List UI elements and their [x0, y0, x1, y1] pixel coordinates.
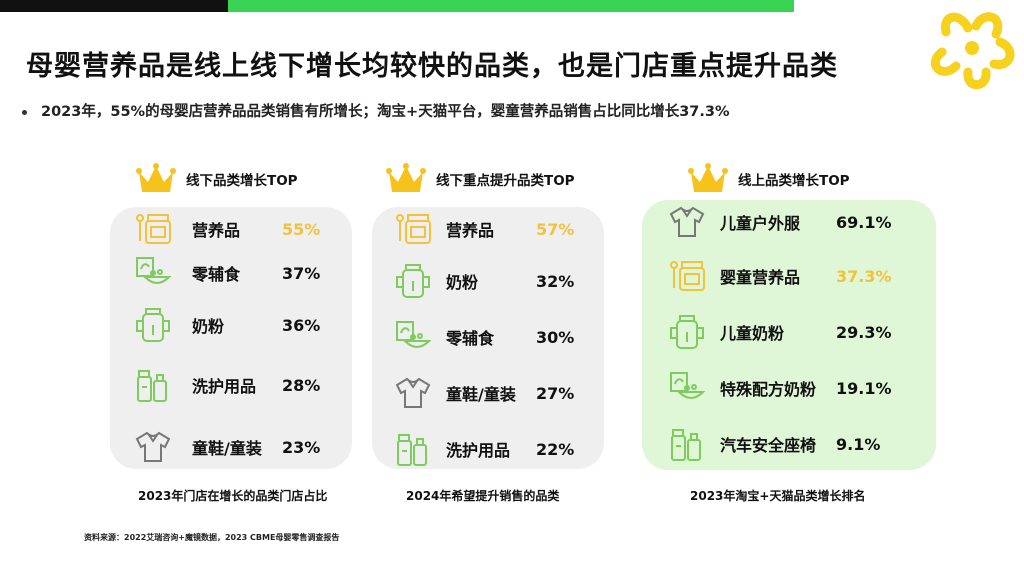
row-name: 奶粉 — [192, 317, 225, 336]
offline-focus-card: 营养品 57% 奶粉 32% 零辅食 30% 童鞋/童装 27% 洗护用品 22… — [372, 207, 604, 469]
card-1-caption: 2023年门店在增长的品类门店占比 — [138, 489, 328, 503]
wash-bottles-icon — [130, 365, 176, 405]
milk-bottle-icon — [130, 305, 176, 345]
row-name: 童鞋/童装 — [192, 439, 262, 458]
list-item: 零辅食 30% — [372, 315, 604, 359]
row-name: 营养品 — [446, 221, 495, 240]
top-accent-bar-black — [0, 0, 228, 12]
crown-icon — [136, 163, 176, 192]
card-3-header: 线上品类增长TOP — [688, 162, 850, 196]
list-item: 汽车安全座椅 9.1% — [642, 422, 936, 466]
top-accent-bar-green — [228, 0, 794, 12]
row-value: 57% — [536, 219, 575, 239]
kids-shirt-icon — [130, 427, 176, 467]
list-item: 营养品 57% — [372, 207, 604, 251]
list-item: 儿童户外服 69.1% — [642, 200, 936, 244]
list-item: 营养品 55% — [110, 207, 352, 251]
list-item: 奶粉 36% — [110, 303, 352, 347]
row-name: 儿童奶粉 — [720, 324, 785, 343]
milk-bottle-icon — [390, 261, 436, 301]
summary-bullet: 2023年，55%的母婴店营养品品类销售有所增长；淘宝+天猫平台，婴童营养品销售… — [22, 100, 730, 121]
source-note: 资料来源：2022艾瑞咨询+魔镜数据，2023 CBME母婴零售调查报告 — [84, 533, 340, 542]
wash-bottles-icon — [390, 429, 436, 469]
card-1-header: 线下品类增长TOP — [136, 162, 298, 196]
nutrition-jar-icon — [664, 256, 710, 296]
row-value: 37.3% — [836, 266, 892, 286]
online-growth-card: 儿童户外服 69.1% 婴童营养品 37.3% 儿童奶粉 29.3% 特殊配方奶… — [642, 200, 936, 470]
list-item: 童鞋/童装 23% — [110, 425, 352, 469]
row-value: 32% — [536, 271, 575, 291]
crown-icon — [386, 163, 426, 192]
summary-text: 2023年，55%的母婴店营养品品类销售有所增长；淘宝+天猫平台，婴童营养品销售… — [41, 104, 730, 120]
milk-bottle-icon — [664, 312, 710, 352]
list-item: 特殊配方奶粉 19.1% — [642, 366, 936, 410]
row-name: 汽车安全座椅 — [720, 436, 817, 455]
row-value: 22% — [536, 439, 575, 459]
row-value: 36% — [282, 315, 321, 335]
flower-logo-icon — [930, 12, 1015, 90]
row-name: 婴童营养品 — [720, 268, 801, 287]
list-item: 零辅食 37% — [110, 251, 352, 295]
list-item: 洗护用品 28% — [110, 363, 352, 407]
bullet-dot — [22, 109, 27, 115]
crown-icon — [688, 163, 728, 192]
row-value: 27% — [536, 383, 575, 403]
row-name: 零辅食 — [446, 329, 495, 348]
row-name: 营养品 — [192, 221, 241, 240]
page-title: 母婴营养品是线上线下增长均较快的品类，也是门店重点提升品类 — [26, 51, 838, 82]
card-1-title: 线下品类增长TOP — [186, 173, 298, 189]
nutrition-jar-icon — [130, 209, 176, 249]
card-2-header: 线下重点提升品类TOP — [386, 162, 575, 196]
snack-bowl-icon — [130, 253, 176, 293]
row-value: 28% — [282, 375, 321, 395]
offline-growth-card: 营养品 55% 零辅食 37% 奶粉 36% 洗护用品 28% 童鞋/童装 23… — [110, 207, 352, 469]
row-name: 奶粉 — [446, 273, 479, 292]
card-3-caption: 2023年淘宝+天猫品类增长排名 — [690, 489, 866, 503]
card-2-title: 线下重点提升品类TOP — [436, 173, 575, 189]
row-value: 37% — [282, 263, 321, 283]
snack-bowl-icon — [664, 368, 710, 408]
list-item: 奶粉 32% — [372, 259, 604, 303]
row-value: 30% — [536, 327, 575, 347]
row-name: 洗护用品 — [192, 377, 257, 396]
row-value: 55% — [282, 219, 321, 239]
row-value: 9.1% — [836, 434, 881, 454]
row-name: 零辅食 — [192, 265, 241, 284]
card-2-caption: 2024年希望提升销售的品类 — [406, 489, 560, 503]
list-item: 洗护用品 22% — [372, 427, 604, 471]
wash-bottles-icon — [664, 424, 710, 464]
nutrition-jar-icon — [390, 209, 436, 249]
row-value: 19.1% — [836, 378, 892, 398]
list-item: 婴童营养品 37.3% — [642, 254, 936, 298]
list-item: 儿童奶粉 29.3% — [642, 310, 936, 354]
row-name: 儿童户外服 — [720, 214, 801, 233]
kids-shirt-icon — [664, 202, 710, 242]
kids-shirt-icon — [390, 373, 436, 413]
row-value: 29.3% — [836, 322, 892, 342]
row-name: 特殊配方奶粉 — [720, 380, 817, 399]
row-name: 童鞋/童装 — [446, 385, 516, 404]
card-3-title: 线上品类增长TOP — [738, 173, 850, 189]
snack-bowl-icon — [390, 317, 436, 357]
row-value: 69.1% — [836, 212, 892, 232]
row-name: 洗护用品 — [446, 441, 511, 460]
row-value: 23% — [282, 437, 321, 457]
list-item: 童鞋/童装 27% — [372, 371, 604, 415]
